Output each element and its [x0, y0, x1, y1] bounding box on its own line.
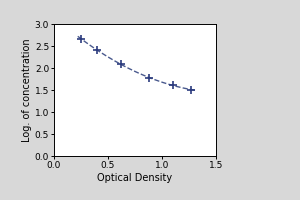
X-axis label: Optical Density: Optical Density [98, 173, 172, 183]
Y-axis label: Log. of concentration: Log. of concentration [22, 38, 32, 142]
